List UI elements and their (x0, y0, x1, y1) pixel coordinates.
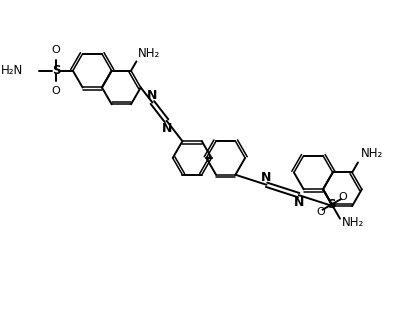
Text: NH₂: NH₂ (138, 47, 160, 59)
Text: O: O (51, 45, 60, 55)
Text: N: N (147, 89, 158, 101)
Text: H₂N: H₂N (1, 64, 24, 77)
Text: NH₂: NH₂ (342, 216, 364, 228)
Text: O: O (317, 207, 326, 217)
Text: N: N (261, 171, 272, 184)
Text: N: N (294, 196, 304, 209)
Text: N: N (161, 122, 172, 135)
Text: S: S (52, 64, 60, 77)
Text: S: S (328, 198, 336, 211)
Text: O: O (51, 86, 60, 96)
Text: NH₂: NH₂ (361, 147, 383, 161)
Text: O: O (338, 192, 347, 202)
